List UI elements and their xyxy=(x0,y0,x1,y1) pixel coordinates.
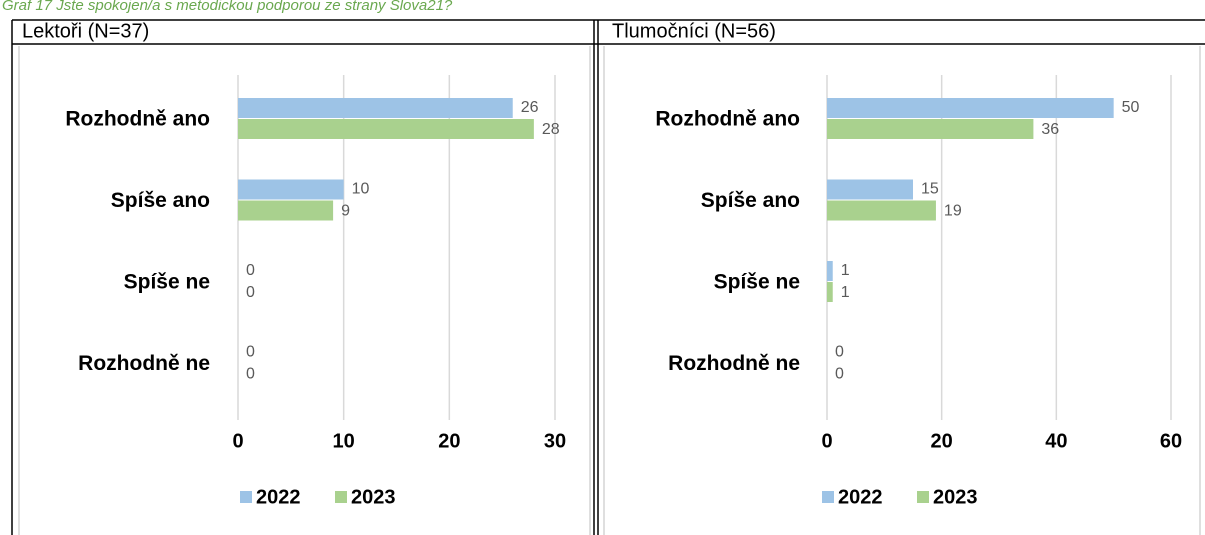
legend-swatch xyxy=(240,491,252,503)
legend-swatch xyxy=(335,491,347,503)
legend-swatch xyxy=(822,491,834,503)
value-label: 19 xyxy=(944,203,962,220)
x-tick-label: 60 xyxy=(1160,430,1182,452)
x-tick-label: 0 xyxy=(821,430,832,452)
category-label: Rozhodně ano xyxy=(65,108,210,131)
value-label: 50 xyxy=(1122,99,1140,116)
bar xyxy=(827,98,1114,118)
legend-label: 2023 xyxy=(933,486,978,508)
value-label: 1 xyxy=(841,262,850,279)
bar xyxy=(827,200,936,221)
chart-title: Lektoři (N=37) xyxy=(22,20,149,42)
legend-label: 2023 xyxy=(351,486,396,508)
legend-swatch xyxy=(917,491,929,503)
bar xyxy=(827,282,833,302)
bar xyxy=(827,179,913,200)
value-label: 0 xyxy=(835,366,844,383)
category-label: Rozhodně ano xyxy=(655,108,800,131)
value-label: 0 xyxy=(246,344,255,361)
category-label: Spíše ano xyxy=(701,189,800,212)
value-label: 0 xyxy=(246,366,255,383)
legend-label: 2022 xyxy=(256,486,301,508)
category-label: Rozhodně ne xyxy=(78,352,210,375)
value-label: 9 xyxy=(341,203,350,220)
x-tick-label: 30 xyxy=(544,430,566,452)
x-tick-label: 20 xyxy=(931,430,953,452)
value-label: 1 xyxy=(841,284,850,301)
category-label: Rozhodně ne xyxy=(668,352,800,375)
legend-label: 2022 xyxy=(838,486,883,508)
bar xyxy=(238,119,534,139)
x-tick-label: 10 xyxy=(333,430,355,452)
caption: Graf 17 Jste spokojen/a s metodickou pod… xyxy=(2,0,453,14)
chart-frame xyxy=(18,46,1201,535)
bar xyxy=(827,261,833,281)
value-label: 36 xyxy=(1041,121,1059,138)
value-label: 15 xyxy=(921,181,939,198)
value-label: 26 xyxy=(521,99,539,116)
bar xyxy=(238,98,513,118)
bar xyxy=(238,179,344,200)
category-label: Spíše ne xyxy=(124,271,210,294)
value-label: 0 xyxy=(246,284,255,301)
value-label: 10 xyxy=(352,181,370,198)
x-tick-label: 0 xyxy=(232,430,243,452)
value-label: 0 xyxy=(835,344,844,361)
table-frame xyxy=(11,19,1205,535)
value-label: 28 xyxy=(542,121,560,138)
bar xyxy=(827,119,1034,139)
x-tick-label: 20 xyxy=(438,430,460,452)
category-label: Spíše ne xyxy=(714,271,800,294)
value-label: 0 xyxy=(246,262,255,279)
x-tick-label: 40 xyxy=(1045,430,1067,452)
bar xyxy=(238,200,334,221)
category-label: Spíše ano xyxy=(111,189,210,212)
chart-title: Tlumočníci (N=56) xyxy=(612,20,776,42)
